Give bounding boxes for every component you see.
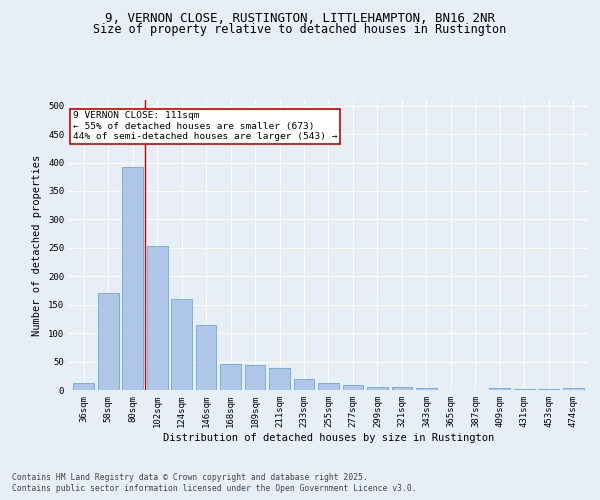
Bar [122, 166, 143, 390]
X-axis label: Distribution of detached houses by size in Rustington: Distribution of detached houses by size … [163, 432, 494, 442]
Bar [73, 383, 94, 390]
Bar [220, 364, 241, 390]
Y-axis label: Number of detached properties: Number of detached properties [32, 154, 43, 336]
Text: Size of property relative to detached houses in Rustington: Size of property relative to detached ho… [94, 24, 506, 36]
Text: Contains HM Land Registry data © Crown copyright and database right 2025.: Contains HM Land Registry data © Crown c… [12, 472, 368, 482]
Text: 9, VERNON CLOSE, RUSTINGTON, LITTLEHAMPTON, BN16 2NR: 9, VERNON CLOSE, RUSTINGTON, LITTLEHAMPT… [105, 12, 495, 26]
Bar [171, 299, 192, 390]
Bar [416, 388, 437, 390]
Bar [367, 386, 388, 390]
Bar [98, 294, 119, 390]
Bar [147, 246, 167, 390]
Bar [343, 386, 364, 390]
Bar [269, 368, 290, 390]
Text: Contains public sector information licensed under the Open Government Licence v3: Contains public sector information licen… [12, 484, 416, 493]
Bar [392, 387, 412, 390]
Bar [293, 379, 314, 390]
Bar [245, 365, 265, 390]
Bar [196, 324, 217, 390]
Bar [318, 382, 339, 390]
Text: 9 VERNON CLOSE: 111sqm
← 55% of detached houses are smaller (673)
44% of semi-de: 9 VERNON CLOSE: 111sqm ← 55% of detached… [73, 112, 337, 141]
Bar [490, 388, 510, 390]
Bar [563, 388, 584, 390]
